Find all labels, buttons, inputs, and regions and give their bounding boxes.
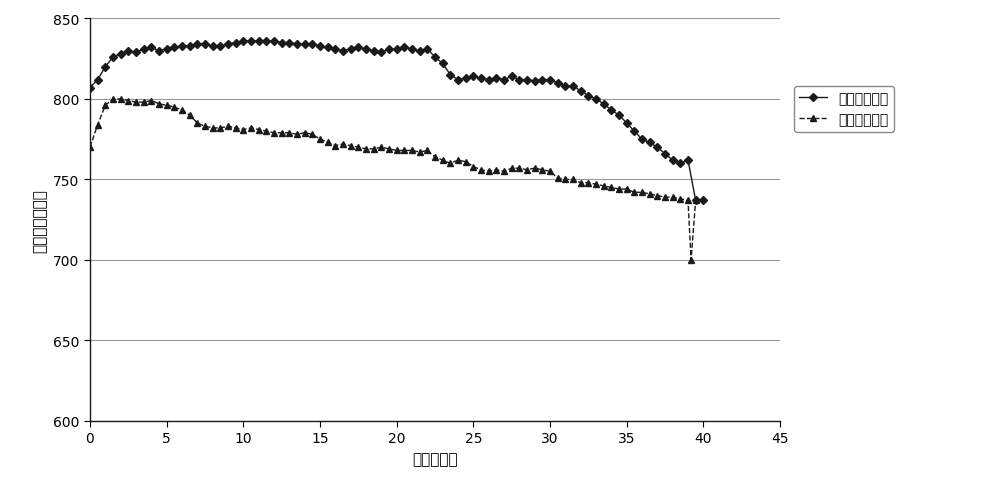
Legend: 精轧终轧温度, 冷却开始温度: 精轧终轧温度, 冷却开始温度	[794, 87, 894, 133]
Y-axis label: 温度（摄氏度）: 温度（摄氏度）	[33, 188, 48, 252]
X-axis label: 长度（米）: 长度（米）	[412, 451, 458, 466]
